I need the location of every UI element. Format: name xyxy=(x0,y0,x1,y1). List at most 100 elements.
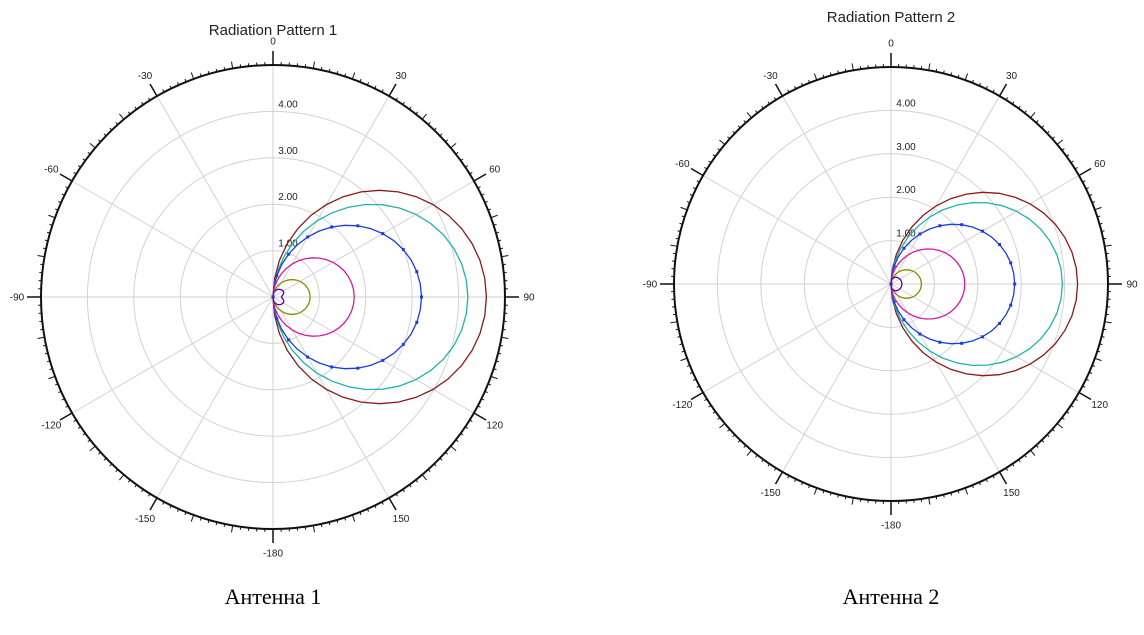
angle-tick xyxy=(1018,105,1021,109)
radial-tick-label: 3.00 xyxy=(896,142,916,153)
angle-tick xyxy=(127,479,131,483)
angle-tick xyxy=(1104,244,1112,247)
series-point xyxy=(998,322,1002,326)
angle-tick xyxy=(1046,434,1050,438)
radiation-pattern-2-chart: Radiation Pattern 2 0 30 60 90 120 150 -180 -150… xyxy=(643,9,1138,532)
angle-label: -180 xyxy=(881,521,901,532)
angle-tick xyxy=(1018,459,1021,463)
angle-tick xyxy=(978,82,981,86)
series-point xyxy=(415,320,419,324)
angle-tick xyxy=(495,231,500,234)
angle-tick xyxy=(499,344,503,347)
angle-label: 150 xyxy=(1003,488,1020,499)
angle-label: -150 xyxy=(760,488,780,499)
angle-tick xyxy=(460,158,464,162)
angle-tick xyxy=(320,523,323,527)
angle-tick xyxy=(732,434,736,438)
angle-tick xyxy=(1046,130,1050,134)
series-point xyxy=(892,264,896,268)
series-point xyxy=(275,316,279,320)
angle-tick xyxy=(680,206,688,211)
angle-tick xyxy=(215,68,218,73)
angle-tick xyxy=(1101,336,1105,338)
angle-tick xyxy=(103,457,107,461)
angle-tick xyxy=(822,490,825,494)
angle-tick xyxy=(190,72,195,80)
series-line xyxy=(272,288,285,306)
series-point xyxy=(419,295,423,299)
angle-tick xyxy=(837,70,839,74)
angle-label: -150 xyxy=(135,514,155,525)
grid-spoke xyxy=(156,95,274,298)
angle-tick xyxy=(73,172,77,175)
angle-tick xyxy=(493,223,497,226)
angle-tick xyxy=(48,375,56,380)
angle-tick xyxy=(943,70,945,74)
series-line xyxy=(272,257,355,337)
series-point xyxy=(356,224,360,228)
angle-tick xyxy=(469,172,473,175)
angle-tick xyxy=(49,223,53,226)
angle-tick xyxy=(477,405,481,408)
angle-tick xyxy=(767,101,771,105)
angle-tick xyxy=(487,383,492,386)
angle-tick xyxy=(328,521,331,526)
angle-tick xyxy=(199,517,202,521)
angle-tick xyxy=(490,375,498,380)
series-6 xyxy=(272,288,285,306)
series-point xyxy=(938,340,942,344)
angle-tick xyxy=(328,68,331,73)
angle-label: 120 xyxy=(1091,400,1108,411)
angle-tick xyxy=(415,479,419,483)
angle-tick xyxy=(681,215,685,218)
angle-tick xyxy=(77,165,81,168)
radiation-pattern-1-chart: Radiation Pattern 10 30 60 90 120 150 -180 -150… xyxy=(10,22,535,560)
angle-tick xyxy=(1056,139,1063,145)
angle-tick xyxy=(822,74,825,78)
angle-tick xyxy=(87,151,91,155)
series-point xyxy=(401,342,405,346)
angle-tick xyxy=(1097,215,1101,218)
angle-tick xyxy=(351,72,356,80)
angle-tick xyxy=(774,83,784,97)
chart-title: Radiation Pattern 1 xyxy=(209,22,337,39)
angle-tick xyxy=(1061,417,1065,420)
angle-tick xyxy=(465,426,469,429)
series-2 xyxy=(272,203,469,391)
angle-tick xyxy=(957,74,960,78)
series-point xyxy=(287,252,291,256)
angle-tick xyxy=(732,130,736,134)
angle-tick xyxy=(473,173,487,182)
angle-tick xyxy=(1089,194,1093,197)
angle-tick xyxy=(964,73,969,81)
series-line xyxy=(890,191,1079,377)
angle-label: -180 xyxy=(263,549,283,560)
angle-tick xyxy=(115,122,119,125)
series-point xyxy=(960,223,964,227)
angle-tick xyxy=(481,193,485,196)
angle-tick xyxy=(455,151,459,155)
angle-tick xyxy=(679,343,683,346)
grid-spoke xyxy=(890,175,1080,285)
angle-tick xyxy=(495,360,500,363)
angle-tick xyxy=(773,467,777,471)
angle-tick xyxy=(808,79,811,83)
angle-tick xyxy=(737,125,741,129)
angle-tick xyxy=(388,83,397,97)
angle-label: 0 xyxy=(888,39,894,50)
angle-tick xyxy=(501,336,509,339)
angle-tick xyxy=(670,244,678,247)
series-6 xyxy=(890,276,903,292)
angle-tick xyxy=(686,201,690,204)
angle-tick xyxy=(696,180,700,183)
angle-tick xyxy=(1070,404,1074,408)
angle-tick xyxy=(374,85,377,89)
angle-tick xyxy=(223,523,226,527)
angle-tick xyxy=(1094,206,1102,211)
angle-tick xyxy=(408,484,412,488)
angle-tick xyxy=(1011,463,1015,467)
series-point xyxy=(980,229,984,233)
angle-tick xyxy=(1056,423,1063,429)
angle-tick xyxy=(408,106,412,110)
angle-tick xyxy=(402,101,405,105)
